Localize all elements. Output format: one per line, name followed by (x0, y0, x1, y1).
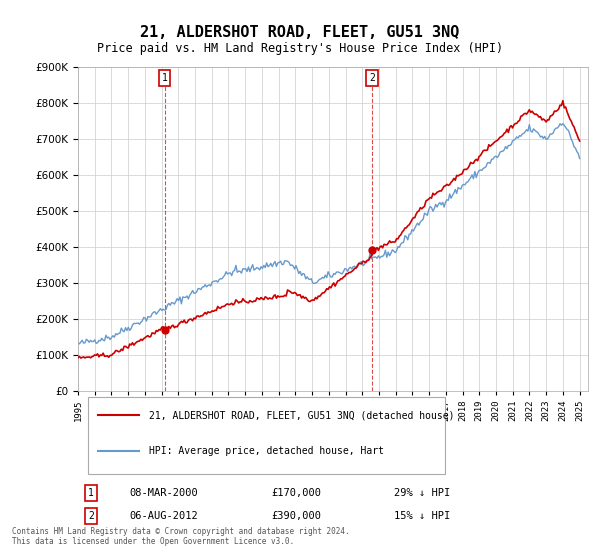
Text: 21, ALDERSHOT ROAD, FLEET, GU51 3NQ (detached house): 21, ALDERSHOT ROAD, FLEET, GU51 3NQ (det… (149, 410, 455, 421)
Text: 06-AUG-2012: 06-AUG-2012 (129, 511, 198, 521)
Text: £390,000: £390,000 (272, 511, 322, 521)
Text: Contains HM Land Registry data © Crown copyright and database right 2024.
This d: Contains HM Land Registry data © Crown c… (12, 526, 350, 546)
Text: HPI: Average price, detached house, Hart: HPI: Average price, detached house, Hart (149, 446, 385, 456)
Text: 29% ↓ HPI: 29% ↓ HPI (394, 488, 451, 498)
Text: 1: 1 (161, 73, 167, 83)
Text: Price paid vs. HM Land Registry's House Price Index (HPI): Price paid vs. HM Land Registry's House … (97, 42, 503, 55)
Text: 21, ALDERSHOT ROAD, FLEET, GU51 3NQ: 21, ALDERSHOT ROAD, FLEET, GU51 3NQ (140, 25, 460, 40)
Text: 2: 2 (369, 73, 375, 83)
Text: 1: 1 (88, 488, 94, 498)
Text: 2: 2 (88, 511, 94, 521)
Text: 08-MAR-2000: 08-MAR-2000 (129, 488, 198, 498)
Text: 15% ↓ HPI: 15% ↓ HPI (394, 511, 451, 521)
FancyBboxPatch shape (88, 397, 445, 474)
Text: £170,000: £170,000 (272, 488, 322, 498)
